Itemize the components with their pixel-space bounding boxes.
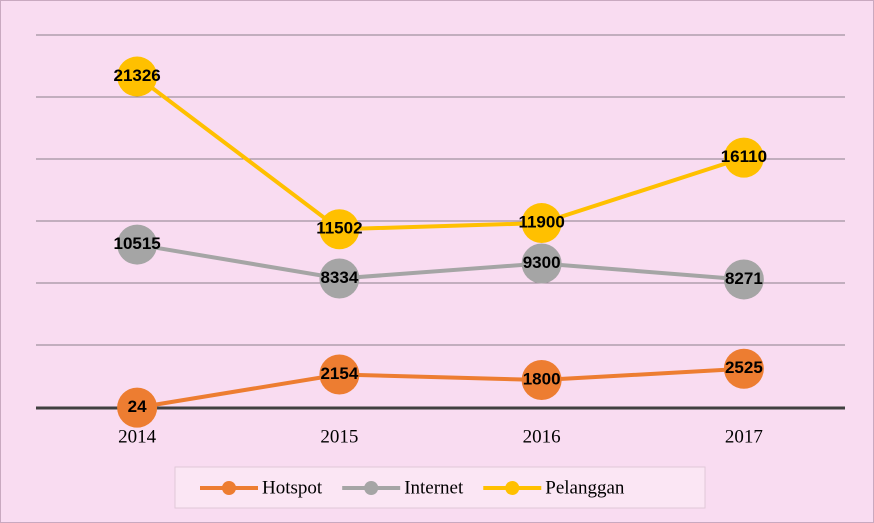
data-label: 2154 (320, 364, 358, 383)
legend-label: Internet (404, 477, 464, 498)
data-label: 11502 (316, 219, 362, 238)
data-label: 21326 (113, 66, 160, 85)
data-label: 24 (128, 397, 147, 416)
chart: 2014 2015 2016 2017 24 2154 1800 2525 10515 8334 9… (0, 0, 874, 523)
data-label: 11900 (518, 213, 564, 232)
x-tick-label: 2017 (725, 426, 763, 447)
legend-marker (505, 481, 519, 495)
legend-label: Pelanggan (545, 477, 625, 498)
data-label: 2525 (725, 358, 763, 377)
data-label: 8334 (320, 268, 358, 287)
x-tick-label: 2015 (320, 426, 358, 447)
data-label: 8271 (725, 269, 763, 288)
data-label: 16110 (721, 147, 767, 166)
data-label: 1800 (523, 370, 561, 389)
x-tick-label: 2014 (118, 426, 157, 447)
data-label: 10515 (113, 234, 160, 253)
x-tick-label: 2016 (523, 426, 561, 447)
legend-label: Hotspot (262, 477, 323, 498)
legend-marker (222, 481, 236, 495)
legend-marker (364, 481, 378, 495)
data-label: 9300 (523, 253, 561, 272)
